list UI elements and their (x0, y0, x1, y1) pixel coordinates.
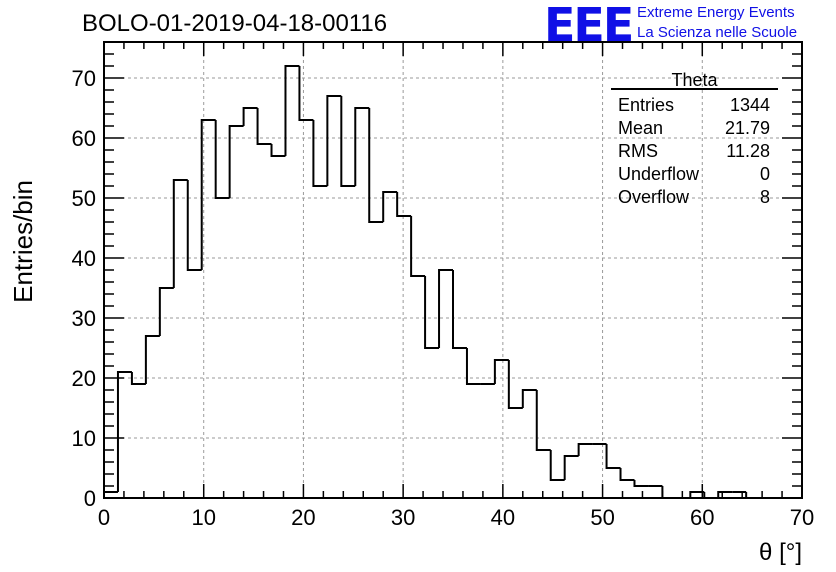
logo-line-1: Extreme Energy Events (637, 4, 795, 21)
histogram-bin (438, 269, 453, 348)
y-tick-label: 30 (72, 306, 96, 331)
histogram-bin (186, 180, 202, 271)
stats-row-underflow: Underflow 0 (611, 163, 778, 186)
stats-box: Theta Entries 1344 Mean 21.79 RMS 11.28 … (611, 70, 778, 209)
stats-row-entries: Entries 1344 (611, 94, 778, 117)
histogram-bin (312, 120, 328, 187)
histogram-bin (605, 444, 621, 469)
histogram-bin (424, 276, 440, 349)
stats-value: 0 (759, 164, 770, 184)
histogram-bin (452, 270, 467, 349)
histogram-bin (493, 359, 509, 384)
histogram-bin (326, 95, 342, 186)
y-axis-label: Entries/bin (8, 180, 38, 303)
y-tick-label: 0 (84, 486, 96, 511)
histogram-bin (298, 66, 314, 121)
histogram-bin (228, 125, 244, 198)
x-tick-label: 40 (491, 505, 515, 530)
histogram-bin (661, 486, 677, 499)
histogram-bin (535, 390, 551, 451)
histogram-bin (200, 119, 216, 270)
x-tick-label: 50 (590, 505, 614, 530)
stats-label: Entries (618, 95, 675, 115)
histogram-bin (396, 192, 412, 217)
histogram-bin (549, 450, 565, 481)
stats-label: RMS (618, 141, 658, 161)
stats-value: 11.28 (726, 141, 770, 161)
histogram-bin (144, 335, 160, 384)
histogram-bin (284, 65, 300, 156)
y-tick-label: 10 (72, 426, 96, 451)
histogram-bin (689, 491, 705, 498)
histogram-bin (340, 96, 356, 187)
histogram-bin (116, 371, 132, 492)
histogram-bin (410, 216, 426, 277)
histogram-bin (214, 120, 230, 199)
histogram-bin (465, 348, 481, 385)
histogram-bin (577, 443, 593, 456)
stats-row-overflow: Overflow 8 (611, 186, 778, 209)
histogram-bin (354, 107, 370, 186)
grid-lines (104, 42, 802, 498)
x-tick-labels: 0 10 20 30 40 50 60 70 (98, 505, 814, 530)
histogram-bin (270, 144, 286, 157)
eee-logo-text: Extreme Energy Events La Scienza nelle S… (637, 3, 797, 43)
x-tick-label: 20 (291, 505, 315, 530)
stats-box-rule (611, 88, 778, 90)
x-axis-label: θ [°] (759, 539, 802, 566)
stats-label: Overflow (618, 187, 690, 207)
chart-title: BOLO-01-2019-04-18-00116 (82, 10, 388, 37)
histogram-bin (172, 179, 188, 288)
histogram-bin (242, 107, 258, 126)
x-tick-label: 60 (690, 505, 714, 530)
histogram-bin (619, 468, 635, 481)
axis-ticks (103, 41, 803, 499)
stats-label: Mean (618, 118, 664, 138)
histogram-bin (521, 389, 537, 408)
y-tick-label: 70 (72, 66, 96, 91)
histogram-bin (368, 108, 384, 223)
stats-box-title: Theta (671, 70, 718, 90)
histogram-bins (103, 65, 802, 499)
histogram-bin (382, 191, 398, 222)
x-tick-label: 70 (790, 505, 814, 530)
histogram-bin (633, 480, 649, 487)
stats-value: 21.79 (724, 118, 770, 138)
histogram-bin (717, 491, 733, 498)
histogram-bin (256, 108, 272, 145)
histogram-bin (158, 287, 174, 336)
y-tick-label: 60 (72, 126, 96, 151)
stats-value: 1344 (729, 95, 770, 115)
y-tick-label: 20 (72, 366, 96, 391)
eee-logo-mark: EEE (544, 0, 634, 52)
stats-label: Underflow (618, 164, 700, 184)
histogram-bin (563, 455, 579, 480)
y-tick-label: 50 (72, 186, 96, 211)
logo-line-2: La Scienza nelle Scuole (637, 24, 798, 41)
stats-row-rms: RMS 11.28 (611, 140, 778, 163)
x-tick-label: 0 (98, 505, 110, 530)
stats-value: 8 (759, 187, 770, 207)
histogram-bin (507, 360, 523, 409)
stats-row-mean: Mean 21.79 (611, 117, 778, 140)
y-tick-labels: 0 10 20 30 40 50 60 70 (72, 66, 96, 511)
histogram-bin (130, 372, 146, 385)
x-tick-label: 10 (191, 505, 215, 530)
x-tick-label: 30 (391, 505, 415, 530)
y-tick-label: 40 (72, 246, 96, 271)
